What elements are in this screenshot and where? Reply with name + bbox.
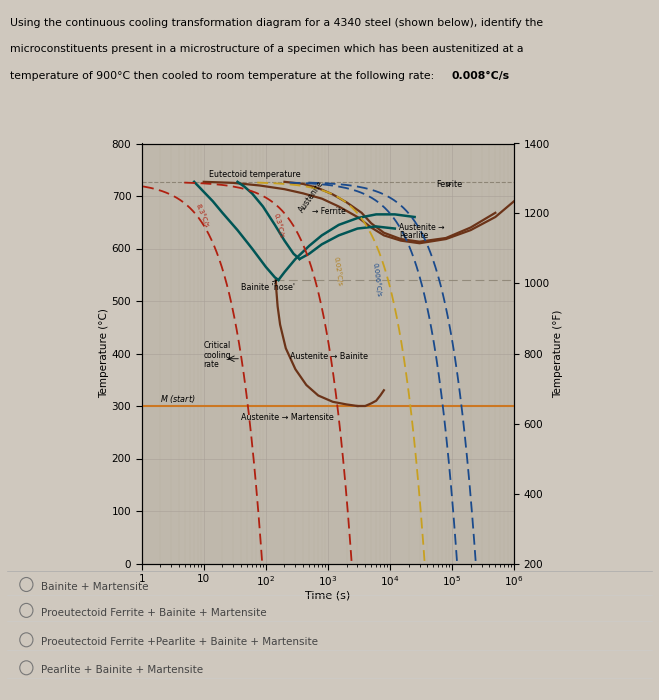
Text: Ferrite: Ferrite	[436, 179, 462, 188]
Text: Bainite + Martensite: Bainite + Martensite	[41, 582, 148, 591]
Text: 0.02°C/s: 0.02°C/s	[333, 256, 343, 286]
Text: microconstituents present in a microstructure of a specimen which has been auste: microconstituents present in a microstru…	[10, 44, 523, 54]
Text: Austenite → Martensite: Austenite → Martensite	[241, 412, 334, 421]
Text: Austenite → Bainite: Austenite → Bainite	[291, 351, 368, 360]
Text: Bainite 'nose': Bainite 'nose'	[241, 281, 295, 293]
Text: 0.008°C/s: 0.008°C/s	[451, 71, 509, 80]
Text: cooling: cooling	[204, 351, 231, 360]
Text: Austenite →: Austenite →	[399, 223, 444, 232]
Text: $M$ (start): $M$ (start)	[160, 393, 196, 405]
Text: Pearlite: Pearlite	[399, 231, 428, 240]
Text: rate: rate	[204, 360, 219, 369]
Text: Proeutectoid Ferrite +Pearlite + Bainite + Martensite: Proeutectoid Ferrite +Pearlite + Bainite…	[41, 637, 318, 647]
Text: temperature of 900°C then cooled to room temperature at the following rate:: temperature of 900°C then cooled to room…	[10, 71, 438, 80]
Text: → Ferrite: → Ferrite	[312, 207, 345, 216]
Text: Eutectoid temperature: Eutectoid temperature	[209, 170, 301, 179]
Text: 0.006°C/s: 0.006°C/s	[371, 262, 382, 297]
Text: Critical: Critical	[204, 342, 231, 350]
Text: Pearlite + Bainite + Martensite: Pearlite + Bainite + Martensite	[41, 665, 203, 675]
Y-axis label: Temperature (°C): Temperature (°C)	[99, 309, 109, 398]
Y-axis label: Temperature (°F): Temperature (°F)	[553, 309, 563, 398]
Text: Austenite: Austenite	[297, 178, 326, 214]
Text: 8.3°C/s: 8.3°C/s	[194, 202, 210, 228]
X-axis label: Time (s): Time (s)	[305, 591, 351, 601]
Text: Using the continuous cooling transformation diagram for a 4340 steel (shown belo: Using the continuous cooling transformat…	[10, 18, 543, 27]
Text: Proeutectoid Ferrite + Bainite + Martensite: Proeutectoid Ferrite + Bainite + Martens…	[41, 608, 266, 617]
Text: 0.3°C/s: 0.3°C/s	[273, 213, 285, 239]
